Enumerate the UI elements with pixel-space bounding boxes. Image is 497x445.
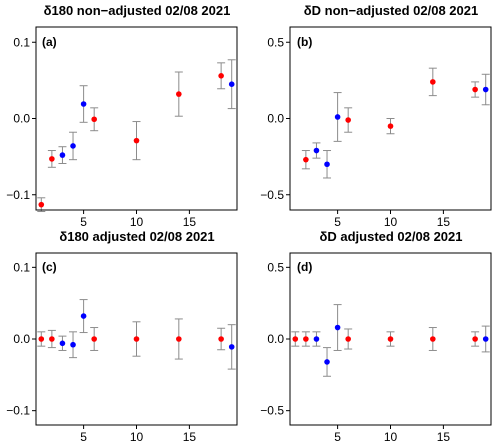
panel-d-ytick-label: 0.5 [267,260,284,274]
panel-a-data-point [38,201,45,208]
panel-b-data-point [324,161,330,168]
panel-d-data-point [387,336,394,342]
panel-b-title: δD non−adjusted 02/08 2021 [304,3,478,18]
panel-d-data-point [345,336,351,342]
panel-a-data-point [70,143,76,149]
panel-b-data-point [472,86,478,93]
panel-b-data-point [482,86,489,93]
panel-d-data-point [324,359,330,365]
panel-b-data-point [430,79,436,85]
panel-a-xtick-label: 10 [130,215,144,229]
panel-b-data-point [387,123,394,129]
panel-c-data-point [38,336,45,342]
panel-b: δD non−adjusted 02/08 2021 −0.5 0.0 0.5 5 10… [260,3,492,229]
panel-b-data-point [345,117,351,123]
panel-a-data-point [228,81,235,87]
panel-b-frame [289,26,492,211]
panel-b-data-point [334,114,341,120]
panel-c-data-point [59,340,66,347]
panel-a-ytick-label: 0.0 [13,112,30,126]
panel-b-label: (b) [297,35,312,49]
panel-a-frame [35,26,238,211]
panel-c-title: δ180 adjusted 02/08 2021 [59,229,214,244]
panel-b-ytick-label: −0.5 [260,188,284,202]
panel-c-data-point [176,336,182,342]
panel-a: δ180 non−adjusted 02/08 2021 −0.1 0.0 0.1 5… [6,3,238,229]
panel-c-data-point [80,313,87,319]
panel-d-data-point [303,336,309,342]
panel-d-label: (d) [297,260,312,274]
panel-c-label: (c) [42,260,57,274]
panel-b-ytick-label: 0.0 [267,112,284,126]
panel-c-frame [35,252,238,426]
panel-b-xtick-label: 10 [384,215,398,229]
panel-d-data-point [482,336,489,342]
panel-a-xtick-label: 15 [183,215,197,229]
panel-a-ytick-label: −0.1 [6,188,30,202]
panel-b-xtick-label: 5 [334,215,341,229]
panel-d-xtick-label: 15 [437,430,451,444]
panel-d-data-point [292,336,299,342]
panel-c-xtick-label: 15 [183,430,197,444]
panel-c-data-point [91,336,97,342]
panel-a-data-point [218,73,224,79]
panel-d-data-point [334,324,341,331]
panel-d-ytick-label: 0.0 [267,332,284,346]
panel-c-data-point [49,336,55,342]
panel-a-data-point [49,156,55,162]
panel-d-data-point [472,336,478,342]
panel-b-xtick-label: 15 [437,215,451,229]
panel-d-data-point [430,336,436,342]
panel-d: δD adjusted 02/08 2021 −0.5 0.0 0.5 5 10 15 (… [260,229,492,444]
panel-a-title: δ180 non−adjusted 02/08 2021 [44,3,231,18]
panel-c-data-point [133,336,140,342]
panel-c-ytick-label: −0.1 [6,404,30,418]
panel-c-data-point [218,336,224,342]
panel-b-data-point [313,147,320,154]
panel-a-data-point [133,137,140,144]
panel-d-title: δD adjusted 02/08 2021 [319,229,462,244]
panel-a-data-point [80,101,87,107]
panel-c: δ180 adjusted 02/08 2021 −0.1 0.0 0.1 5 10 15… [6,229,238,444]
panel-d-data-point [313,336,320,342]
panel-a-ytick-label: 0.1 [13,35,30,49]
panel-d-xtick-label: 5 [334,430,341,444]
panel-c-data-point [70,341,76,348]
panel-a-xtick-label: 5 [80,215,87,229]
panel-c-xtick-label: 10 [130,430,144,444]
panel-c-data-point [228,344,235,350]
panel-c-ytick-label: 0.1 [13,260,30,274]
panel-b-data-point [303,156,309,163]
panel-b-ytick-label: 0.5 [267,35,284,49]
panel-a-data-point [91,116,97,123]
panel-d-frame [289,252,492,426]
panel-d-xtick-label: 10 [384,430,398,444]
panel-d-ytick-label: −0.5 [260,404,284,418]
panel-a-data-point [59,152,66,158]
panel-a-label: (a) [42,35,57,49]
panel-a-data-point [176,91,182,97]
panel-c-ytick-label: 0.0 [13,332,30,346]
panel-c-xtick-label: 5 [80,430,87,444]
